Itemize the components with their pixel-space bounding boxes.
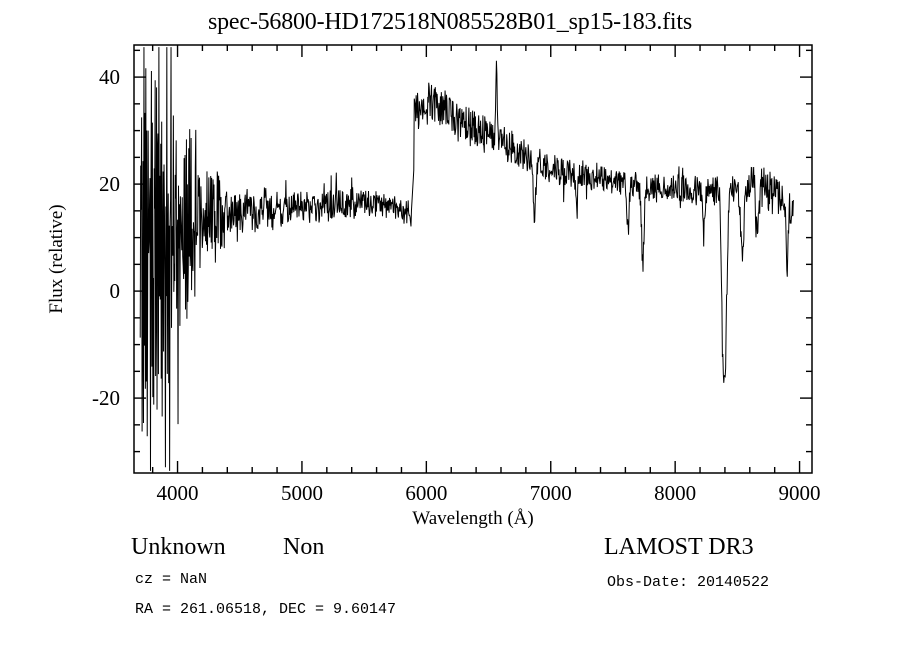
x-tick-label: 9000	[779, 481, 821, 505]
x-tick-label: 6000	[405, 481, 447, 505]
x-axis-ticks	[151, 45, 801, 473]
object-class: Non	[283, 534, 325, 560]
y-axis-label: Flux (relative)	[46, 204, 67, 313]
page-title: spec-56800-HD172518N085528B01_sp15-183.f…	[207, 9, 693, 35]
x-tick-label: 4000	[157, 481, 199, 505]
x-axis-label: Wavelength (Å)	[412, 508, 533, 529]
x-tick-label: 7000	[530, 481, 572, 505]
x-tick-label: 8000	[654, 481, 696, 505]
cz-value: cz = NaN	[135, 571, 208, 588]
coordinates: RA = 261.06518, DEC = 9.60147	[135, 601, 397, 618]
survey-label: LAMOST DR3	[604, 534, 754, 560]
obs-date: Obs-Date: 20140522	[607, 574, 770, 591]
y-tick-label: 40	[99, 65, 120, 89]
spectrum-trace	[139, 47, 794, 471]
y-tick-label: 20	[99, 172, 120, 196]
plot-frame	[133, 44, 813, 474]
x-tick-label: 5000	[281, 481, 323, 505]
plot-border	[133, 44, 813, 474]
y-tick-label: 0	[110, 279, 121, 303]
x-axis-tick-labels: 4000 5000 6000 7000 8000 9000	[157, 481, 821, 505]
y-axis-ticks	[134, 49, 812, 453]
y-tick-label: -20	[92, 386, 120, 410]
object-name: Unknown	[131, 534, 226, 560]
y-axis-tick-labels: -20 0 20 40	[92, 65, 120, 410]
